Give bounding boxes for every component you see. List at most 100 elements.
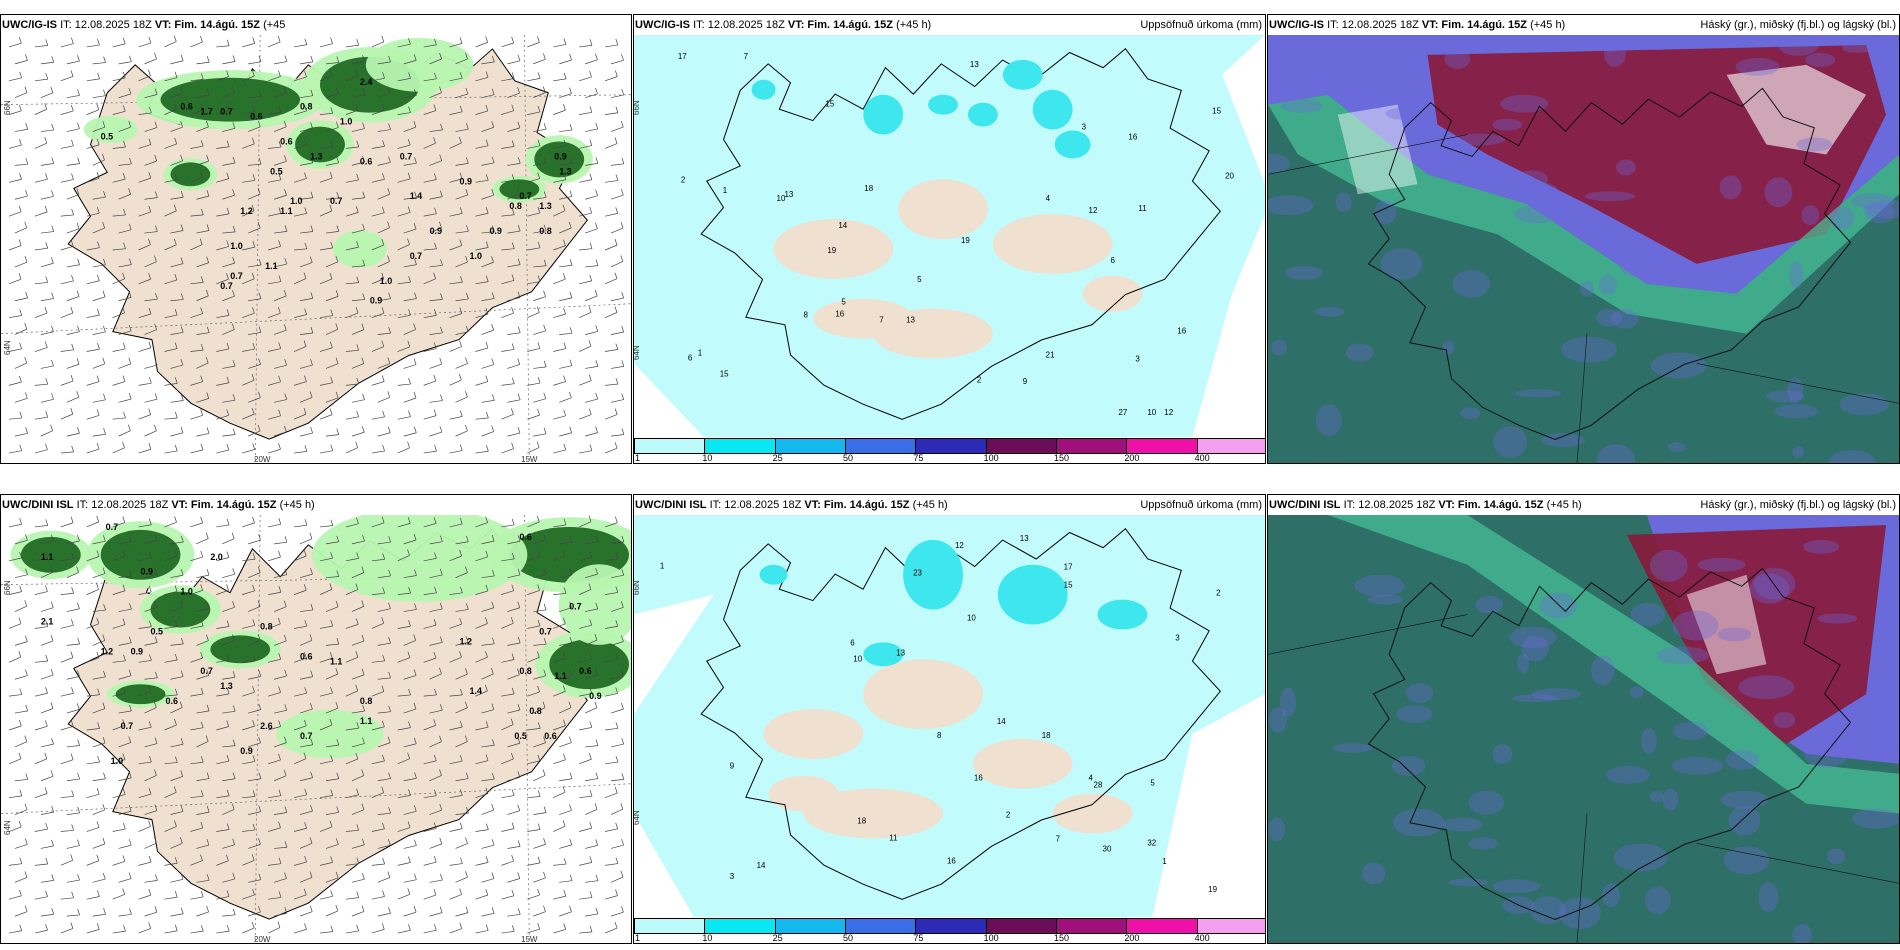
wind-barb-flag — [148, 138, 152, 145]
wind-barb — [475, 179, 489, 183]
wind-barb — [216, 246, 229, 251]
wind-barb — [351, 299, 365, 302]
wind-barb-flag — [465, 188, 469, 196]
precip-map[interactable]: 3 5 14 16 23 13 32 17 30 18 19 10 11 12 7 6 4 9 8 2 1 14 16 18 2… — [634, 515, 1265, 917]
wind-barb-flag — [542, 701, 546, 708]
wind-barb — [481, 844, 495, 849]
wind-barb — [423, 724, 436, 731]
wind-map[interactable]: 0.7 1.1 2.0 0.6 0.9 1.0 0.7 2.1 0.5 0.7 1.2 0.9 0.8 0… — [1, 515, 631, 943]
wind-barb-flag — [304, 308, 307, 315]
wind-barb — [455, 230, 469, 234]
wind-map[interactable]: 0.6 1.7 0.7 0.6 0.8 1.0 2.4 0.5 1.3 0.6 0.5 1.0 0.7 0… — [1, 35, 631, 463]
wind-barb — [144, 364, 158, 369]
wind-barb-flag — [102, 357, 106, 364]
wind-barb-flag — [310, 670, 314, 677]
wind-barb — [507, 878, 520, 883]
wind-barb — [397, 625, 411, 629]
wind-barb — [423, 278, 436, 285]
cloud-map[interactable] — [1268, 515, 1899, 943]
wind-barb-flag — [460, 586, 463, 593]
wind-barb-flag — [433, 409, 437, 416]
cloud-patch — [1396, 705, 1433, 724]
wind-barb — [112, 693, 126, 697]
wind-barb-flag — [226, 273, 229, 280]
wind-barb — [403, 675, 417, 680]
wind-barb — [475, 590, 489, 595]
wind-barb — [371, 77, 385, 82]
wind-barb — [605, 558, 618, 562]
wind-barb-flag — [491, 601, 495, 608]
wind-barb — [507, 364, 520, 369]
wind-barb-flag — [128, 636, 132, 643]
wind-barb — [170, 60, 184, 65]
wind-barb-flag — [174, 820, 177, 827]
wind-barb-flag — [51, 157, 55, 164]
wind-barb — [118, 710, 132, 714]
wind-barb — [475, 313, 489, 319]
wind-barb-flag — [620, 803, 624, 810]
wind-barb — [60, 451, 74, 454]
wind-barb-flag — [257, 424, 261, 432]
wind-barb-flag — [103, 772, 106, 779]
wind-barb-flag — [310, 156, 314, 164]
wind-barb — [403, 228, 417, 234]
wind-barb — [164, 724, 177, 731]
wind-barb — [274, 61, 287, 65]
wind-barb-flag — [408, 789, 411, 796]
wind-barb — [299, 744, 313, 748]
wind-barb — [138, 347, 152, 352]
wind-barb-flag — [361, 323, 365, 330]
wind-barb — [325, 606, 339, 612]
wind-barb-flag — [206, 256, 209, 263]
wind-barb — [585, 573, 598, 579]
wind-barb-flag — [459, 444, 463, 451]
cloud-patch — [1270, 339, 1287, 356]
wind-barb-flag — [97, 343, 100, 350]
wind-barb — [112, 930, 126, 934]
wind-barb — [164, 314, 178, 319]
wind-barb — [190, 414, 203, 420]
wind-barb-flag — [180, 805, 184, 812]
wind-barb — [605, 180, 618, 183]
wind-barb — [118, 576, 132, 579]
wind-barb-flag — [491, 703, 495, 710]
wind-barb — [351, 911, 365, 917]
wind-barb-flag — [408, 688, 411, 696]
wind-barb — [216, 557, 229, 562]
wind-barb — [144, 261, 157, 268]
wind-barb — [60, 928, 73, 934]
wind-barb-flag — [434, 789, 437, 796]
cloud-map[interactable] — [1268, 35, 1899, 463]
wind-barb-flag — [388, 569, 391, 577]
wind-barb — [299, 777, 313, 782]
wind-barb-flag — [615, 620, 619, 627]
colorbar-tick-label: 10 — [702, 453, 713, 463]
precip-area — [312, 515, 528, 602]
wind-barb-flag — [174, 342, 178, 349]
wind-barb — [553, 623, 566, 629]
dry-area — [1192, 214, 1265, 437]
wind-barb — [222, 606, 235, 612]
wind-barb-flag — [251, 921, 255, 929]
wind-barb — [455, 843, 468, 849]
wind-barb-flag — [562, 685, 566, 692]
wind-barb-flag — [44, 205, 48, 212]
colorbar-tick-label: 50 — [843, 933, 854, 943]
wind-barb — [559, 607, 572, 612]
wind-barb-flag — [304, 719, 307, 726]
wind-barb-flag — [335, 600, 339, 607]
wind-barb — [559, 707, 572, 714]
cloud-patch — [1649, 790, 1664, 803]
wind-barb-flag — [407, 549, 410, 556]
wind-barb — [268, 146, 282, 149]
wind-barb-flag — [459, 618, 463, 625]
wind-barb-flag — [103, 190, 106, 198]
wind-barb-flag — [543, 259, 547, 266]
wind-barb — [455, 641, 469, 646]
wind-barb-flag — [122, 37, 126, 44]
wind-barb — [34, 793, 48, 799]
precip-map[interactable]: 5 10 7 6 12 15 13 19 16 12 11 13 17 27 14 21 19 20 15 18 10 1… — [634, 35, 1265, 437]
wind-barb — [66, 572, 79, 579]
wind-barb-flag — [595, 189, 598, 196]
wind-barb — [242, 894, 255, 900]
